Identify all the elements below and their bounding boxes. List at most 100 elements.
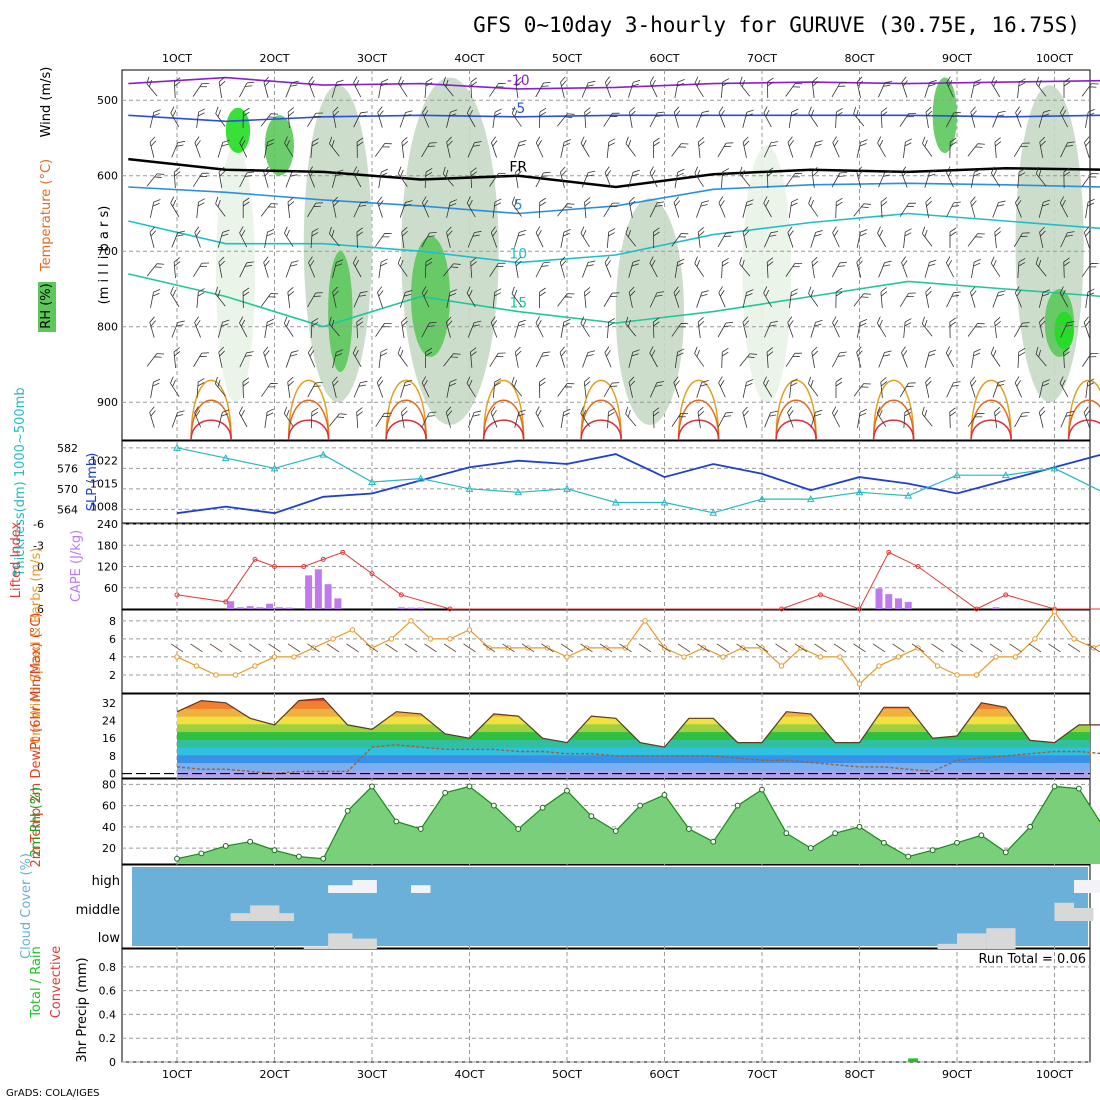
wind-barb-stroke [1081,83,1099,97]
wind-barb-stroke [173,347,181,368]
surface-wind-barb [229,643,242,653]
surface-wind-barb [1028,643,1042,653]
wind-barb [877,136,886,158]
wind-barb-stroke [1036,76,1047,97]
wind-barb-stroke [446,289,457,308]
wind-speed-marker [720,654,726,660]
surface-wind-barb [833,643,847,653]
wind-barb [399,110,413,128]
wind-barb-stroke [742,136,750,158]
wind-barb [557,113,575,127]
wind-barb-stroke [671,412,689,427]
wind-barb [328,226,340,247]
wind-barb-stroke [560,76,567,98]
wind-barb [331,169,344,188]
wind-barb-stroke [991,76,1001,98]
wind-barb-stroke [1060,410,1075,428]
wind-barb-stroke [401,226,408,248]
wind-barb [149,199,161,218]
wind-barb [899,292,916,307]
wind-barb-stroke [810,230,823,248]
wind-barb-stroke [831,261,847,278]
cloud-gap [957,933,987,949]
wind-speed-marker [564,654,570,660]
wind-barb [511,196,522,217]
wind-barb [1036,76,1047,97]
wind-barb [328,316,340,337]
temperature-band [177,770,1090,778]
wind-barb-stroke [581,170,596,188]
wind-barb [539,197,547,219]
wind-barb [511,286,522,307]
wind-barb [808,286,819,307]
wind-barb [901,76,908,98]
wind-barb-stroke [535,136,544,158]
rh-tick-label: 40 [102,821,116,834]
rh-marker [588,813,595,820]
wind-barb [196,108,206,128]
wind-barb [721,347,729,369]
wind-barb-stroke [580,316,590,337]
wind-barb [649,76,658,98]
wind-barb [674,348,685,368]
wind-speed-marker [291,654,297,660]
wind-barb [628,169,640,188]
pressure-tick-label: 500 [97,94,118,107]
wind-barb [831,261,847,278]
wind-speed-marker [681,654,687,660]
wind-barb-stroke [445,316,453,338]
wind-barb [1063,347,1070,369]
surface-wind-barb [248,643,262,653]
wind-barb-stroke [535,226,544,248]
wind-barb-stroke [876,316,887,337]
wind-barb-stroke [857,408,867,428]
wind-barb-stroke [375,322,392,337]
wind-barb [514,346,522,368]
wind-barb [1060,141,1075,158]
pressure-tick-label: 800 [97,321,118,334]
cape-bar [407,607,415,609]
wind-barb-stroke [853,106,865,127]
wind-barb-stroke [397,256,408,277]
wind-barb-stroke [1017,168,1026,189]
wind-barb [787,406,794,428]
temperature-band [177,762,1090,771]
wind-barb [310,407,319,429]
wind-barb [470,167,478,189]
wind-barb [173,347,181,368]
wind-barb-stroke [194,316,201,338]
wind-barb [580,406,591,427]
wind-barb [421,286,430,308]
wind-barb-stroke [971,258,981,278]
wind-barb-stroke [424,78,433,99]
wind-barb-stroke [446,136,453,158]
rh-marker [442,789,449,796]
wind-barb-stroke [287,197,295,218]
wind-barb-stroke [329,136,340,157]
wind-barb [560,408,571,428]
wind-barb-stroke [810,140,823,158]
x-tick-label-bottom: 7OCT [747,1068,777,1081]
wind-barb-stroke [284,136,294,157]
wind-barb-stroke [285,170,299,188]
wind-speed-marker [954,672,960,678]
wind-barb-stroke [652,407,660,429]
wind-barb-stroke [442,166,454,187]
cape-bar [266,603,274,609]
wind-barb [652,317,660,339]
wind-barb [446,289,457,308]
wind-barb [673,196,681,218]
wind-barb [671,323,689,337]
wind-barb-stroke [559,346,567,368]
thickness-marker [758,495,766,503]
wind-barb-stroke [171,320,185,338]
wind-barb-stroke [192,172,210,187]
wind-barb [832,316,840,338]
wind-speed-marker [642,618,648,624]
wind-barb-stroke [492,198,502,218]
x-tick-label-bottom: 4OCT [454,1068,484,1081]
wind-barb-stroke [1063,347,1070,369]
wind-barb [263,76,271,98]
wind-barb [535,82,551,98]
wind-barb [264,318,274,338]
